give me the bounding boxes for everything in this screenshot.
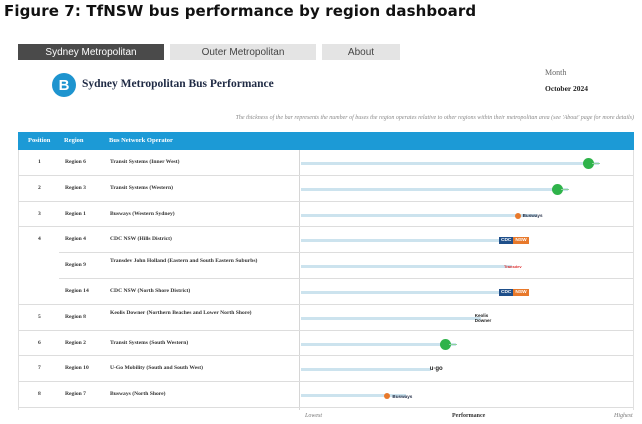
axis-label-performance: Performance [452,413,486,419]
operator-cell: CDC NSW (Hills District) [110,236,172,243]
position-cell: 8 [38,391,41,398]
position-cell: 5 [38,313,41,320]
region-cell: Region 2 [65,339,86,346]
tab-sydney-metropolitan[interactable]: Sydney Metropolitan [18,44,164,60]
cdc-logo-icon: CDC NSW [499,236,529,244]
downer-brand-text: Downer [474,317,492,323]
performance-bar [301,187,568,191]
operator-cell: Busways (North Shore) [110,391,166,398]
ugo-logo-icon: u·go [425,365,447,373]
position-cell: 6 [38,339,41,346]
position-cell: 4 [38,236,41,243]
region-cell: Region 10 [65,365,89,372]
cdc-brand-text: CDC [499,288,514,296]
performance-bar [301,342,456,346]
operator-cell: U-Go Mobility (South and South West) [110,365,203,372]
region-cell: Region 14 [65,288,89,294]
operator-cell: Transit Systems (Inner West) [110,159,180,165]
row-separator [19,200,633,202]
column-header-operator: Bus Network Operator [109,137,173,144]
nsw-brand-text: NSW [513,236,529,244]
busways-brand-text: Busways [392,393,413,399]
transit-systems-logo-icon [551,183,569,195]
row-separator [19,174,633,176]
table-row: 5 Region 8 Keolis Downer (Northern Beaches… [19,305,633,331]
bar-thickness-note: The thickness of the bar represents the … [235,115,634,121]
performance-bar [301,162,599,165]
region-cell: Region 6 [65,159,86,165]
ugo-brand-text: u·go [429,366,443,373]
tab-outer-metropolitan[interactable]: Outer Metropolitan [170,44,316,60]
table-header: Position Region Bus Network Operator [18,132,634,150]
operator-cell: Transit Systems (Western) [110,184,173,191]
region-cell: Region 4 [65,236,86,243]
transit-systems-logo-icon [582,158,600,169]
figure-title: Figure 7: TfNSW bus performance by regio… [4,2,477,20]
region-cell: Region 7 [65,391,86,398]
position-cell: 2 [38,184,41,191]
row-separator [19,329,633,331]
row-separator [19,226,633,228]
cdc-logo-icon: CDC NSW [499,288,529,296]
performance-bar [301,291,512,294]
column-divider [299,150,300,410]
table-row: 3 Region 1 Busways (Western Sydney) Busways [19,202,633,228]
busways-brand-text: Busways [522,213,543,219]
month-label: Month [545,68,567,77]
keolis-downer-logo-icon: Keolis Downer [475,312,501,324]
nsw-brand-text: NSW [513,288,529,296]
axis-label-highest: Highest [614,413,633,419]
table-row: 1 Region 6 Transit Systems (Inner West) [19,150,633,176]
table-row: Region 14 CDC NSW (North Shore District) C… [19,279,633,305]
table-row: 2 Region 3 Transit Systems (Western) [19,176,633,202]
position-cell: 7 [38,365,41,372]
region-cell: Region 9 [65,262,86,269]
operator-cell: Transdev John Holland (Eastern and South… [110,258,258,265]
transdev-brand-text: Transdev [504,264,522,270]
row-separator [19,381,633,383]
row-separator [19,406,633,408]
table-row: 8 Region 7 Busways (North Shore) Busways [19,382,633,408]
operator-cell: Busways (Western Sydney) [110,210,175,217]
row-separator [19,303,633,305]
operator-cell: Keolis Downer (Northern Beaches and Lowe… [110,309,252,316]
cdc-brand-text: CDC [499,236,514,244]
position-cell: 3 [38,210,41,217]
operator-cell: Transit Systems (South Western) [110,339,189,346]
row-separator [59,277,633,279]
row-separator [59,252,633,254]
dashboard-title: Sydney Metropolitan Bus Performance [82,78,274,90]
table-row: 7 Region 10 U-Go Mobility (South and South… [19,356,633,383]
performance-bar [301,265,512,269]
month-selector[interactable]: October 2024 [545,84,588,93]
table-row: Region 9 Transdev John Holland (Eastern a… [19,253,633,279]
bus-logo-icon: B [52,73,76,97]
transdev-logo-icon: Transdev [500,263,526,270]
performance-bar [301,213,537,217]
performance-bar [301,394,407,398]
column-header-region: Region [64,137,84,144]
performance-bar [301,239,512,243]
operator-cell: CDC NSW (North Shore District) [110,288,191,294]
region-cell: Region 8 [65,313,86,320]
performance-bar [301,368,432,372]
busways-logo-icon: Busways [515,212,543,220]
region-cell: Region 3 [65,184,86,191]
busways-logo-icon: Busways [384,392,412,400]
axis-label-lowest: Lowest [305,413,323,419]
column-header-position: Position [28,137,51,144]
table-row: 4 Region 4 CDC NSW (Hills District) CDC NSW [19,227,633,254]
keolis-brand-text: Keolis [474,312,489,318]
table-row: 6 Region 2 Transit Systems (South Western) [19,331,633,357]
performance-bar [301,316,481,320]
transit-systems-logo-icon [440,338,457,350]
region-cell: Region 1 [65,210,86,217]
tab-about[interactable]: About [322,44,400,60]
position-cell: 1 [38,159,41,165]
row-separator [19,355,633,357]
ranking-table: 1 Region 6 Transit Systems (Inner West) 2 Re… [18,150,634,410]
